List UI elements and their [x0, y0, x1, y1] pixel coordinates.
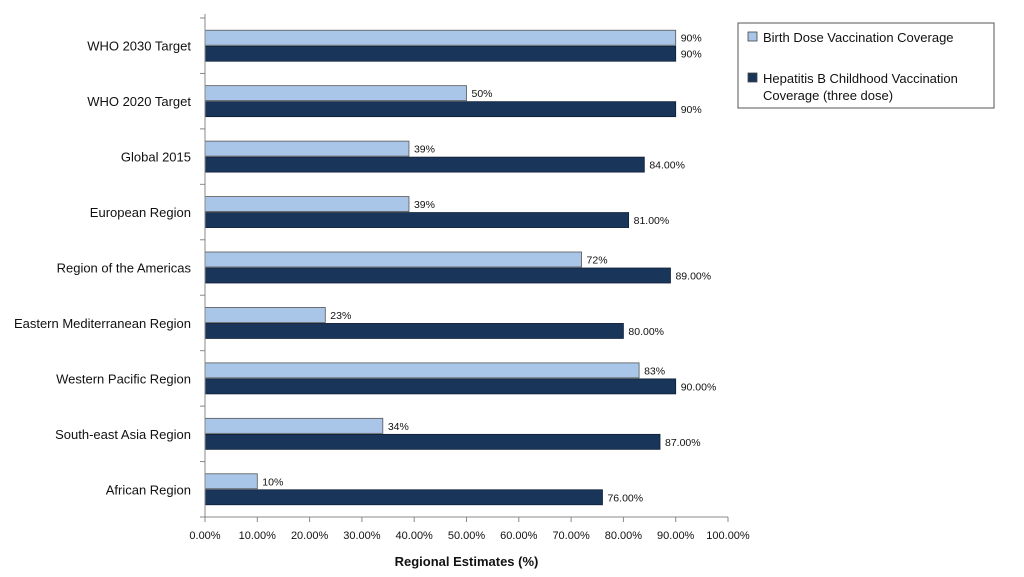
data-label-three-dose-european-region: 81.00% [634, 215, 670, 227]
x-tick-label: 80.00% [605, 530, 643, 542]
category-label-region-of-the-americas: Region of the Americas [57, 261, 192, 276]
axes [200, 14, 729, 522]
bar-three-dose-region-of-the-americas [204, 267, 671, 284]
data-label-birth-dose-who-2030-target: 90% [681, 33, 702, 45]
data-labels: 90% 90% 50% 90% 39% 84.00% 39% 81.00% 72% 89.00% 2… [262, 33, 716, 505]
category-labels: WHO 2030 Target WHO 2020 Target Global 201… [14, 39, 192, 498]
data-label-three-dose-western-pacific-region: 90.00% [681, 381, 717, 393]
category-label-who-2030-target: WHO 2030 Target [87, 39, 191, 54]
x-tick-label: 60.00% [500, 530, 538, 542]
category-label-eastern-mediterranean-region: Eastern Mediterranean Region [14, 316, 191, 331]
bar-birth-dose-african-region [204, 473, 258, 490]
x-tick-label: 10.00% [239, 530, 277, 542]
data-label-birth-dose-south-east-asia-region: 34% [388, 421, 409, 433]
bar-three-dose-european-region [204, 212, 630, 228]
legend: Birth Dose Vaccination Coverage Hepatiti… [737, 22, 995, 109]
x-tick-label: 50.00% [448, 530, 486, 542]
category-label-who-2020-target: WHO 2020 Target [87, 94, 191, 109]
data-label-birth-dose-eastern-mediterranean-region: 23% [330, 310, 351, 322]
data-label-birth-dose-african-region: 10% [262, 476, 283, 488]
category-label-global-2015: Global 2015 [121, 150, 191, 165]
x-tick-label: 0.00% [189, 530, 220, 542]
data-label-three-dose-global-2015: 84.00% [649, 160, 685, 172]
x-tick-label: 90.00% [657, 530, 695, 542]
bar-birth-dose-south-east-asia-region [204, 417, 384, 434]
category-label-western-pacific-region: Western Pacific Region [56, 371, 191, 386]
legend-label-birth-dose: Birth Dose Vaccination Coverage [763, 30, 954, 45]
bar-birth-dose-who-2030-target [204, 29, 677, 46]
data-label-three-dose-who-2020-target: 90% [681, 104, 702, 116]
legend-swatch-birth-dose [747, 31, 758, 42]
data-label-birth-dose-region-of-the-americas: 72% [587, 255, 608, 267]
x-tick-label: 20.00% [291, 530, 329, 542]
category-label-south-east-asia-region: South-east Asia Region [55, 427, 191, 442]
x-tick-labels: 0.00% 10.00% 20.00% 30.00% 40.00% 50.00% 60.00… [189, 530, 750, 542]
x-tick-label: 70.00% [552, 530, 590, 542]
bar-birth-dose-eastern-mediterranean-region [204, 307, 326, 323]
x-axis-title: Regional Estimates (%) [395, 554, 539, 569]
bar-birth-dose-european-region [204, 196, 410, 212]
bar-birth-dose-region-of-the-americas [204, 251, 582, 268]
bars [204, 29, 677, 506]
bar-three-dose-global-2015 [204, 156, 645, 173]
data-label-birth-dose-who-2020-target: 50% [472, 88, 493, 100]
data-label-three-dose-eastern-mediterranean-region: 80.00% [628, 326, 664, 338]
x-tick-label: 100.00% [706, 530, 750, 542]
x-tick-label: 30.00% [343, 530, 381, 542]
data-label-birth-dose-global-2015: 39% [414, 144, 435, 156]
data-label-three-dose-region-of-the-americas: 89.00% [675, 271, 711, 283]
data-label-birth-dose-western-pacific-region: 83% [644, 365, 665, 377]
data-label-birth-dose-european-region: 39% [414, 199, 435, 211]
bar-three-dose-african-region [204, 489, 603, 506]
bar-birth-dose-who-2020-target [204, 85, 467, 102]
category-label-european-region: European Region [90, 205, 191, 220]
legend-label-three-dose: Hepatitis B Childhood Vaccination Coverag… [763, 71, 958, 103]
bar-birth-dose-global-2015 [204, 140, 410, 157]
legend-swatch-three-dose [747, 72, 758, 83]
bar-three-dose-western-pacific-region [204, 378, 677, 395]
bar-three-dose-eastern-mediterranean-region [204, 323, 624, 339]
bar-birth-dose-western-pacific-region [204, 362, 640, 379]
data-label-three-dose-south-east-asia-region: 87.00% [665, 437, 701, 449]
bar-three-dose-who-2030-target [204, 45, 677, 62]
legend-box [737, 22, 995, 109]
data-label-three-dose-african-region: 76.00% [607, 492, 643, 504]
bar-three-dose-who-2020-target [204, 101, 677, 118]
data-label-three-dose-who-2030-target: 90% [681, 49, 702, 61]
category-label-african-region: African Region [106, 482, 191, 497]
bar-three-dose-south-east-asia-region [204, 433, 661, 450]
x-tick-label: 40.00% [396, 530, 434, 542]
